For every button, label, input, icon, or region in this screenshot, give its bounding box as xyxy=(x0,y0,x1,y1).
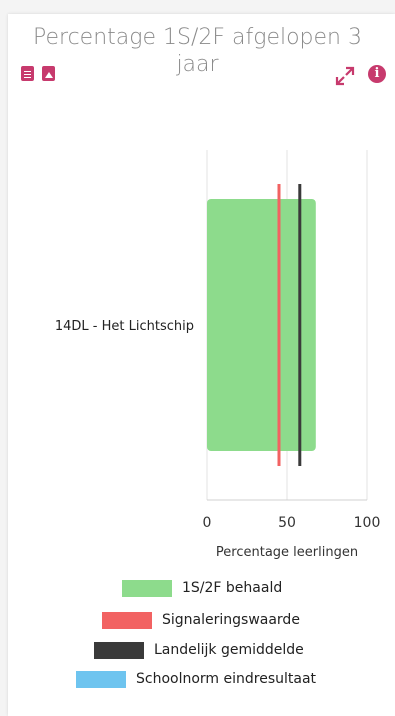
image-icon[interactable] xyxy=(42,66,55,81)
legend-item[interactable]: Landelijk gemiddelde xyxy=(94,640,304,660)
legend-item[interactable]: 1S/2F behaald xyxy=(122,578,282,598)
x-tick-label: 100 xyxy=(354,515,381,531)
document-icon[interactable] xyxy=(21,66,34,81)
legend-swatch xyxy=(122,579,172,597)
x-tick-label: 0 xyxy=(203,515,212,531)
legend-label: Schoolnorm eindresultaat xyxy=(136,671,317,687)
title-line-2: jaar xyxy=(176,52,219,77)
title-line-1: Percentage 1S/2F afgelopen 3 xyxy=(33,25,362,50)
legend-swatch xyxy=(76,670,126,688)
legend-label: Landelijk gemiddelde xyxy=(154,642,304,658)
x-tick-label: 50 xyxy=(278,515,296,531)
legend-label: Signaleringswaarde xyxy=(162,612,300,628)
bar-1s2f-behaald xyxy=(207,199,316,451)
chart-card xyxy=(8,14,395,716)
legend-item[interactable]: Signaleringswaarde xyxy=(102,610,300,630)
y-category-label: 14DL - Het Lichtschip xyxy=(55,319,194,334)
legend-label: 1S/2F behaald xyxy=(182,580,283,596)
expand-icon[interactable] xyxy=(335,66,355,86)
legend-swatch xyxy=(102,611,152,629)
x-axis-title: Percentage leerlingen xyxy=(216,545,358,560)
info-icon[interactable]: i xyxy=(368,65,386,83)
chart-title: Percentage 1S/2F afgelopen 3 jaar xyxy=(0,24,395,78)
legend-item[interactable]: Schoolnorm eindresultaat xyxy=(76,669,316,689)
legend-swatch xyxy=(94,641,144,659)
